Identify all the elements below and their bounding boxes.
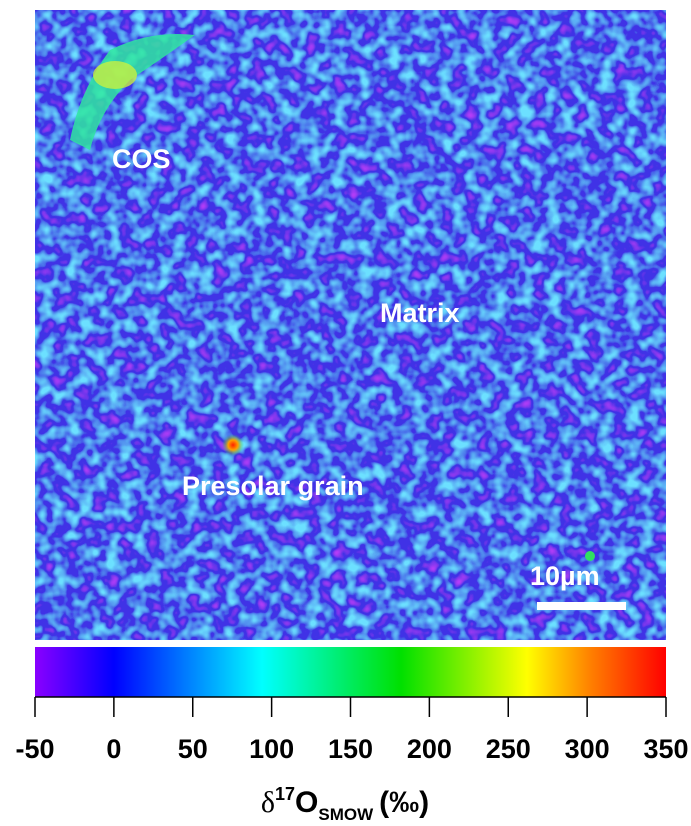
label-matrix: Matrix — [380, 298, 460, 328]
tick-label: 350 — [643, 734, 688, 764]
scale-bar — [537, 602, 626, 610]
presolar-grain-spot — [222, 434, 244, 456]
tick-label: 50 — [178, 734, 208, 764]
label-presolar: Presolar grain — [182, 471, 364, 501]
tick-label: 100 — [249, 734, 294, 764]
unit: (‰) — [379, 786, 429, 819]
colorbar-label: δ17OSMOW (‰) — [261, 784, 429, 824]
delta: δ — [261, 786, 275, 819]
cos-region — [70, 34, 195, 150]
colorbar — [35, 647, 666, 697]
element: O — [295, 786, 318, 819]
label-cos: COS — [112, 144, 171, 174]
mass: 17 — [275, 784, 295, 804]
map-image — [35, 10, 666, 640]
tick-label: 250 — [486, 734, 531, 764]
scale-bar-label: 10µm — [530, 561, 600, 591]
colorbar-axis: -50 0 50 100 150 200 250 300 350 — [15, 696, 689, 764]
isotope-map: COS Matrix Presolar grain 10µm — [35, 10, 666, 640]
tick-label: 300 — [565, 734, 610, 764]
tick-label: 200 — [407, 734, 452, 764]
tick-label: -50 — [15, 734, 54, 764]
tick-label: 0 — [106, 734, 121, 764]
cos-hotspot — [93, 61, 137, 89]
spot — [585, 551, 595, 561]
standard: SMOW — [318, 805, 374, 824]
tick-label: 150 — [328, 734, 373, 764]
